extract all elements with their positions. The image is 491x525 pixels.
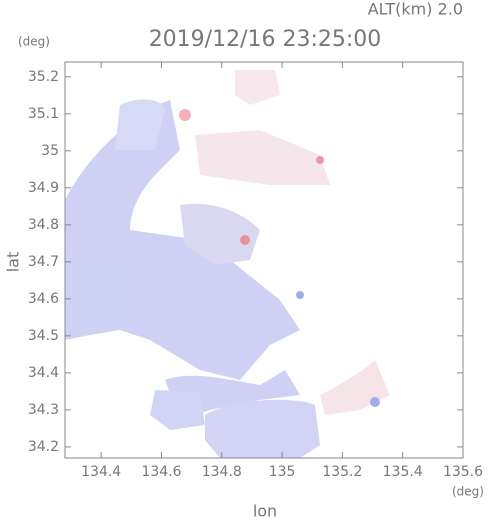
x-tick-label: 135.2: [322, 464, 362, 480]
y-tick-label: 34.3: [28, 402, 59, 418]
plot-frame: [64, 61, 464, 459]
y-tick-label: 34.8: [28, 217, 59, 233]
y-axis-label: lat: [4, 252, 23, 273]
y-tick-label: 34.6: [28, 291, 59, 307]
y-tick-label: 34.7: [28, 254, 59, 270]
x-tick-label: 134.8: [202, 464, 242, 480]
x-tick-label: 134.6: [141, 464, 181, 480]
y-tick-label: 35: [41, 143, 59, 159]
radar-field: [65, 70, 390, 458]
x-tick-label: 135: [269, 464, 296, 480]
y-tick-label: 34.4: [28, 365, 59, 381]
y-tick-label: 34.9: [28, 180, 59, 196]
altitude-label: ALT(km) 2.0: [368, 0, 463, 19]
x-unit: (deg): [452, 485, 484, 499]
x-tick-label: 135.4: [383, 464, 423, 480]
x-axis-label: lon: [253, 502, 277, 521]
x-tick-label: 134.4: [81, 464, 121, 480]
y-tick-label: 35.1: [28, 106, 59, 122]
y-tick-label: 35.2: [28, 69, 59, 85]
chart-title: 2019/12/16 23:25:00: [149, 27, 382, 52]
y-tick-label: 34.5: [28, 328, 59, 344]
y-tick-label: 34.2: [28, 439, 59, 455]
y-unit: (deg): [18, 35, 50, 49]
x-tick-label: 135.6: [443, 464, 483, 480]
